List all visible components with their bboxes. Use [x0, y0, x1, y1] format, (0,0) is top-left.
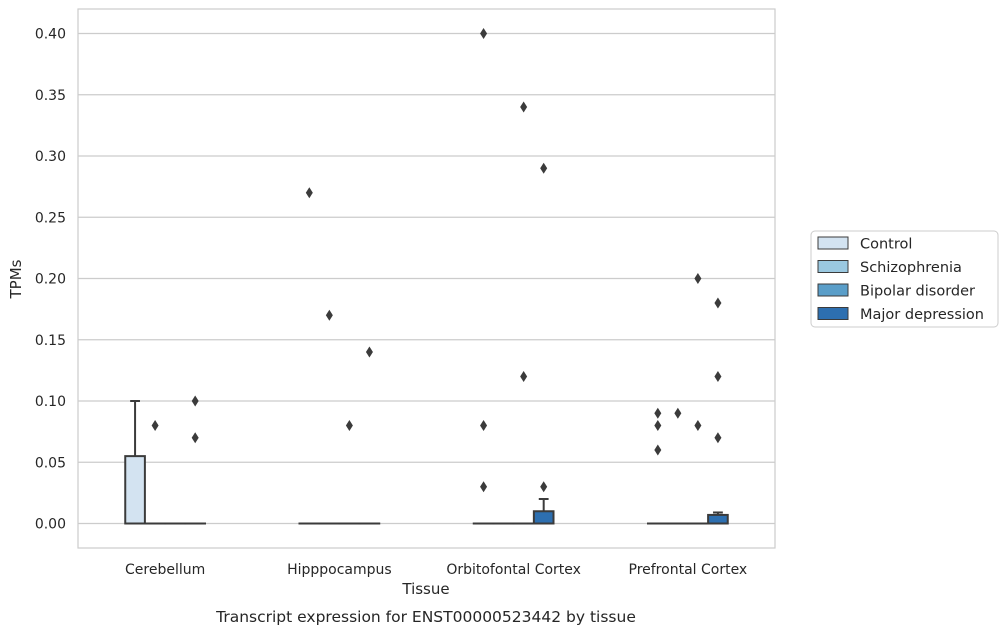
- outlier-point: [714, 371, 722, 382]
- outlier-point: [345, 420, 353, 431]
- x-tick-label: Orbitofontal Cortex: [446, 562, 581, 578]
- y-tick-label: 0.25: [35, 210, 66, 226]
- y-tick-label: 0.15: [35, 333, 66, 349]
- legend-frame: [810, 230, 999, 328]
- y-tick-label: 0.35: [35, 88, 66, 104]
- box-bipolar-disorder: [512, 101, 535, 525]
- x-tick-labels: Cerebellum Hipppocampus Orbitofontal Corte…: [125, 562, 747, 578]
- chart-caption: Transcript expression for ENST0000052344…: [215, 608, 636, 626]
- box-control: [646, 407, 669, 525]
- box-schizophrenia: [667, 407, 689, 525]
- legend-label: Major depression: [860, 307, 984, 323]
- outlier-point: [714, 297, 722, 309]
- legend-label: Schizophrenia: [860, 260, 962, 276]
- outlier-point: [480, 420, 488, 431]
- grid-lines: [78, 32, 775, 525]
- legend-label: Bipolar disorder: [860, 284, 975, 300]
- box-major-depression: [184, 395, 207, 525]
- outlier-point: [694, 420, 702, 431]
- outlier-point: [191, 395, 199, 407]
- outlier-point: [540, 162, 548, 174]
- legend-swatch: [817, 260, 849, 273]
- x-tick-label: Cerebellum: [125, 562, 205, 578]
- y-axis-label: TPMs: [7, 259, 25, 299]
- outlier-point: [520, 371, 528, 382]
- y-tick-label: 0.30: [35, 149, 66, 165]
- box-body: [532, 510, 555, 525]
- outlier-point: [520, 101, 528, 113]
- box-control: [124, 400, 146, 525]
- outlier-point: [191, 432, 199, 444]
- legend-label: Control: [860, 237, 912, 253]
- x-tick-label: Prefrontal Cortex: [629, 562, 748, 578]
- box-control: [298, 187, 321, 525]
- outlier-point: [674, 407, 682, 419]
- legend-swatch: [817, 236, 849, 250]
- box-major-depression: [707, 297, 729, 525]
- box-series: [124, 28, 729, 525]
- box-major-depression: [532, 162, 555, 525]
- outlier-point: [480, 481, 488, 493]
- box-bipolar-disorder: [338, 420, 361, 525]
- legend-swatch: [817, 283, 849, 297]
- box-body: [124, 455, 146, 525]
- box-body: [707, 513, 729, 525]
- outlier-point: [151, 420, 159, 431]
- legend-swatch: [817, 307, 849, 320]
- x-tick-label: Hipppocampus: [287, 562, 392, 578]
- plot-frame: [77, 8, 776, 549]
- y-tick-label: 0.40: [35, 27, 66, 43]
- outlier-point: [654, 407, 662, 419]
- box-schizophrenia: [318, 309, 341, 525]
- outlier-point: [654, 444, 662, 456]
- outlier-point: [305, 187, 313, 199]
- outlier-point: [714, 432, 722, 444]
- y-tick-label: 0.00: [35, 517, 66, 533]
- outlier-point: [654, 420, 662, 431]
- x-axis-label: Tissue: [401, 580, 449, 598]
- y-tick-label: 0.05: [35, 455, 66, 471]
- box-major-depression: [358, 346, 381, 525]
- y-tick-labels: 0.00 0.05 0.10 0.15 0.20 0.25 0.30 0.35 0.40: [35, 27, 66, 533]
- box-schizophrenia: [144, 420, 166, 525]
- y-tick-label: 0.20: [35, 272, 66, 288]
- y-tick-label: 0.10: [35, 394, 66, 410]
- outlier-point: [325, 309, 333, 321]
- outlier-point: [694, 273, 702, 284]
- box-control: [472, 28, 495, 525]
- box-bipolar-disorder: [687, 273, 709, 525]
- outlier-point: [540, 481, 548, 493]
- legend: Control Schizophrenia Bipolar disorder Majo…: [810, 230, 999, 328]
- outlier-point: [365, 346, 373, 358]
- outlier-point: [480, 28, 488, 39]
